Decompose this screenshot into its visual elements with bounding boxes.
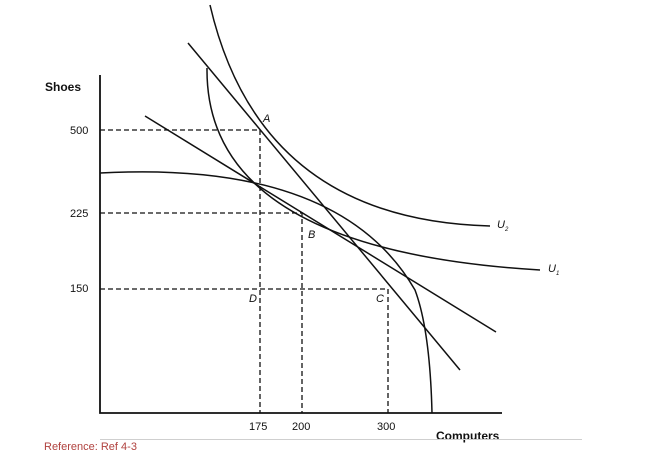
footer-divider <box>100 439 582 440</box>
point-label-a: A <box>262 113 270 125</box>
x-tick-label: 300 <box>377 421 395 433</box>
y-axis-label: Shoes <box>45 80 81 94</box>
point-label-b: B <box>308 229 315 241</box>
guide-b <box>100 212 303 413</box>
x-tick-label: 175 <box>249 421 267 433</box>
x-axis-label: Computers <box>436 429 500 443</box>
y-tick-label: 225 <box>70 208 88 220</box>
point-label-c: C <box>376 293 384 305</box>
curve-label-u2: U2 <box>497 219 509 233</box>
x-tick-label: 200 <box>292 421 310 433</box>
guide-a <box>100 129 261 413</box>
indifference-curve-u1 <box>206 67 541 271</box>
y-tick-label: 500 <box>70 125 88 137</box>
price-line-steep <box>187 42 461 371</box>
curve-label-u1: U1 <box>548 263 559 277</box>
y-tick-label: 150 <box>70 283 88 295</box>
indifference-curve-u2 <box>209 4 491 227</box>
guide-c <box>100 288 389 413</box>
reference-caption: Reference: Ref 4-3 <box>44 441 137 453</box>
point-label-d: D <box>249 293 257 305</box>
price-line-flat <box>144 115 497 333</box>
production-possibility-curve <box>99 171 433 414</box>
axes <box>99 75 502 414</box>
